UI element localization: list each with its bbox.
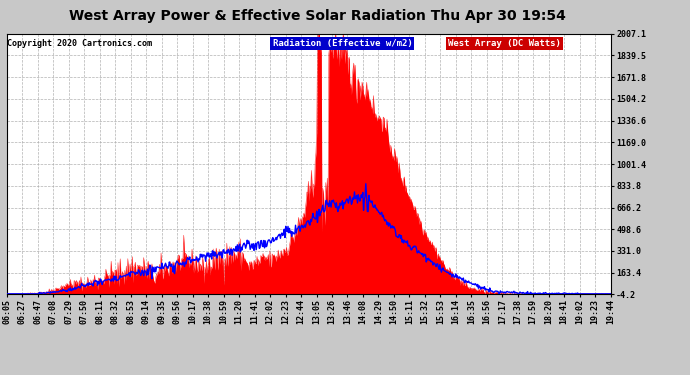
Text: Copyright 2020 Cartronics.com: Copyright 2020 Cartronics.com	[7, 39, 152, 48]
Text: Radiation (Effective w/m2): Radiation (Effective w/m2)	[273, 39, 413, 48]
Text: West Array (DC Watts): West Array (DC Watts)	[448, 39, 562, 48]
Text: West Array Power & Effective Solar Radiation Thu Apr 30 19:54: West Array Power & Effective Solar Radia…	[69, 9, 566, 23]
